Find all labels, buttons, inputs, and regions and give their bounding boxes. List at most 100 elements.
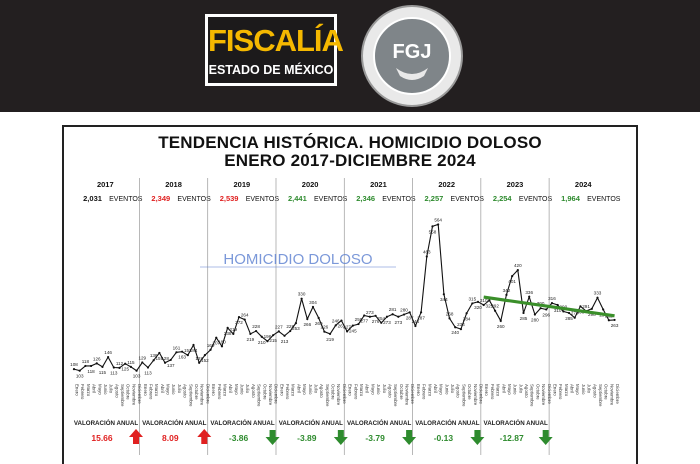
year-label: 2017 <box>97 180 114 189</box>
valuation-value: 15.66 <box>91 433 113 443</box>
data-point <box>169 358 172 362</box>
month-tick: Noviembre <box>473 384 478 406</box>
month-tick: Octubre <box>399 384 404 400</box>
data-label: 137 <box>167 363 175 368</box>
data-point <box>84 364 87 368</box>
arrow-down-icon <box>538 430 553 445</box>
data-point <box>351 324 354 327</box>
data-label: 161 <box>173 345 181 350</box>
data-label: 118 <box>82 359 90 364</box>
year-label: 2023 <box>507 180 524 189</box>
data-point <box>511 275 514 278</box>
data-point <box>596 296 599 299</box>
data-point <box>402 313 406 316</box>
month-tick: Noviembre <box>131 384 136 406</box>
month-tick: Enero <box>348 384 353 396</box>
data-point <box>357 322 360 326</box>
data-label: 316 <box>548 296 556 301</box>
data-point <box>124 362 127 365</box>
data-label: 152 <box>184 348 192 353</box>
data-point <box>431 225 434 228</box>
data-label: 115 <box>99 370 107 375</box>
data-label: 245 <box>349 329 357 334</box>
data-label: 342 <box>503 288 511 293</box>
data-point <box>78 369 81 372</box>
month-tick: Mayo <box>439 384 444 395</box>
month-tick: Junio <box>240 384 245 395</box>
data-point <box>266 340 269 343</box>
data-label: 244 <box>412 319 420 324</box>
data-label: 284 <box>463 316 471 321</box>
data-label: 401 <box>508 279 516 284</box>
year-label: 2021 <box>370 180 387 189</box>
events-label: EVENTOS <box>177 196 211 203</box>
data-label: 315 <box>468 296 476 301</box>
data-point <box>397 315 400 318</box>
month-tick: Octubre <box>535 384 540 400</box>
data-label: 281 <box>389 307 397 312</box>
arrow-down-icon <box>470 430 485 445</box>
data-label: 227 <box>343 324 351 329</box>
data-point <box>374 314 377 317</box>
data-point <box>476 300 480 303</box>
month-tick: Diciembre <box>547 384 552 404</box>
data-label: 266 <box>303 322 311 327</box>
valuation-value: -3.89 <box>297 433 317 443</box>
data-point <box>602 308 605 311</box>
data-label: 228 <box>286 324 294 329</box>
data-point <box>237 315 241 319</box>
data-label: 280 <box>531 318 539 323</box>
month-tick: Marzo <box>222 384 227 397</box>
chart-subtitle: ENERO 2017-DICIEMBRE 2024 <box>224 151 476 170</box>
data-label: 108 <box>70 362 78 367</box>
data-point <box>215 336 218 339</box>
data-point <box>192 343 195 347</box>
month-tick: Noviembre <box>405 384 410 406</box>
month-tick: Febrero <box>285 384 290 400</box>
month-tick: Mayo <box>575 384 580 395</box>
month-tick: Julio <box>313 384 318 394</box>
fgj-seal-icon: FGJ <box>361 5 463 107</box>
data-point <box>380 321 383 324</box>
data-point <box>448 317 451 320</box>
month-tick: Diciembre <box>205 384 210 404</box>
data-label: 238 <box>224 331 232 336</box>
month-tick: Febrero <box>422 384 427 400</box>
header-bar: FISCALÍA ESTADO DE MÉXICO FGJ <box>0 0 700 112</box>
month-tick: Enero <box>416 384 421 396</box>
data-point <box>454 326 457 329</box>
data-label: 103 <box>76 374 84 379</box>
year-total: 2,441 <box>288 194 307 203</box>
year-total: 2,539 <box>220 194 239 203</box>
month-tick: Julio <box>518 384 523 394</box>
data-label: 296 <box>542 312 550 317</box>
month-tick: Enero <box>75 384 80 396</box>
year-label: 2020 <box>302 180 319 189</box>
data-point <box>283 334 286 337</box>
month-tick: Junio <box>376 384 381 395</box>
arrow-up-icon <box>197 429 212 444</box>
data-label: 196 <box>264 334 272 339</box>
month-tick: Julio <box>177 384 182 394</box>
year-label: 2024 <box>575 180 593 189</box>
data-label: 112 <box>116 361 124 366</box>
data-label: 333 <box>594 291 602 296</box>
month-tick: Mayo <box>97 384 102 395</box>
data-point <box>562 310 565 313</box>
month-tick: Marzo <box>154 384 159 397</box>
data-label: 207 <box>212 341 220 346</box>
data-point <box>175 351 178 354</box>
events-label: EVENTOS <box>382 196 416 203</box>
data-label: 344 <box>440 297 448 302</box>
data-label: 240 <box>451 330 459 335</box>
data-point <box>323 330 326 333</box>
month-tick: Junio <box>444 384 449 395</box>
month-tick: Agosto <box>456 384 461 398</box>
data-point <box>118 366 121 369</box>
month-tick: Abril <box>433 384 438 393</box>
data-label: 325 <box>486 303 494 308</box>
data-point <box>590 307 593 310</box>
logo-line2: ESTADO DE MÉXICO <box>208 63 334 77</box>
valuation-label: VALORACIÓN ANUAL <box>142 419 206 427</box>
month-tick: Septiembre <box>393 384 398 407</box>
